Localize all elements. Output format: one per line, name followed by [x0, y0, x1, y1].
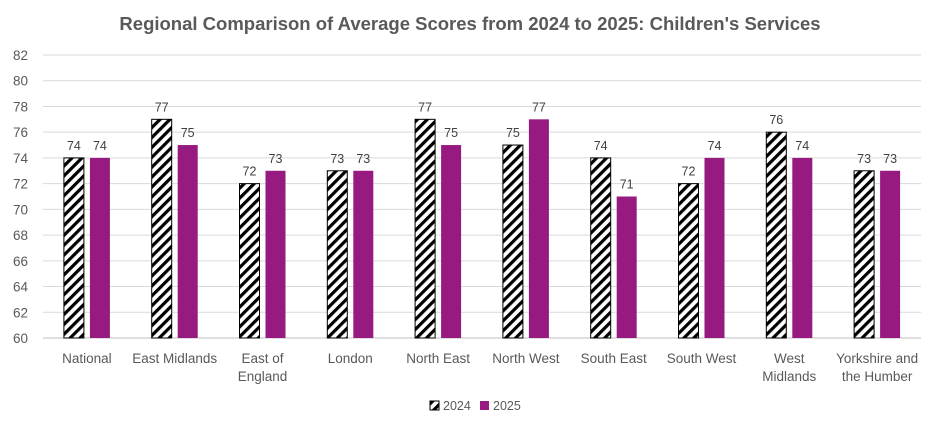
- y-tick-label: 68: [13, 228, 28, 243]
- legend: 2024 2025: [429, 399, 521, 413]
- x-category-label: East Midlands: [132, 351, 217, 366]
- legend-label-2025: 2025: [493, 399, 521, 413]
- bar-2025-7: [704, 157, 725, 338]
- data-label-2025-1: 75: [181, 126, 195, 140]
- bar-2025-5: [528, 119, 549, 339]
- chart-title: Regional Comparison of Average Scores fr…: [119, 13, 820, 34]
- bar-2025-8: [792, 157, 813, 338]
- y-tick-label: 72: [13, 177, 28, 192]
- x-category-label: South West: [667, 351, 737, 366]
- bar-2024-2: [239, 183, 260, 339]
- x-category-label: West: [774, 351, 805, 366]
- data-label-2025-7: 74: [708, 139, 722, 153]
- bar-2024-4: [414, 118, 436, 339]
- y-tick-label: 64: [13, 280, 29, 295]
- gridlines: [43, 54, 921, 339]
- x-category-label: South East: [581, 351, 647, 366]
- y-tick-label: 62: [13, 305, 28, 320]
- data-label-2025-8: 74: [795, 139, 809, 153]
- data-labels: 74 74 77 75 72 73 73 73 77 75 75 77 74 71 72 74 76 74 73 73: [67, 100, 897, 191]
- bar-2025-0: [89, 157, 110, 338]
- data-label-2025-5: 77: [532, 100, 546, 114]
- bar-2024-6: [590, 157, 612, 339]
- y-tick-label: 80: [13, 74, 28, 89]
- bar-2024-5: [502, 144, 524, 339]
- bar-2024-0: [63, 157, 85, 339]
- x-category-label: England: [238, 369, 288, 384]
- y-tick-label: 70: [13, 202, 28, 217]
- data-label-2025-6: 71: [620, 178, 634, 192]
- y-tick-label: 82: [13, 48, 28, 63]
- bar-2025-4: [441, 145, 462, 338]
- bar-2025-2: [265, 170, 286, 338]
- data-label-2024-3: 73: [330, 152, 344, 166]
- y-tick-label: 60: [13, 331, 28, 346]
- y-axis-ticks: 60 62 64 66 68 70 72 74 76 78 80 82: [13, 48, 29, 346]
- x-category-label: North East: [406, 351, 470, 366]
- bars: [63, 118, 901, 339]
- bar-2025-1: [177, 145, 198, 338]
- bar-2024-8: [765, 131, 787, 339]
- y-tick-label: 74: [13, 151, 29, 166]
- x-axis-categories: National East Midlands East of England Londo…: [62, 351, 918, 384]
- bar-2024-9: [853, 170, 875, 339]
- bar-2025-3: [353, 170, 374, 338]
- data-label-2024-8: 76: [769, 113, 783, 127]
- x-category-label: the Humber: [842, 369, 913, 384]
- bar-2025-9: [880, 170, 901, 338]
- data-label-2025-4: 75: [444, 126, 458, 140]
- x-category-label: North West: [492, 351, 560, 366]
- legend-swatch-2024: [429, 400, 440, 411]
- x-category-label: East of: [241, 351, 283, 366]
- data-label-2024-7: 72: [682, 165, 696, 179]
- data-label-2024-4: 77: [418, 100, 432, 114]
- data-label-2024-1: 77: [155, 100, 169, 114]
- y-tick-label: 76: [13, 125, 28, 140]
- data-label-2024-0: 74: [67, 139, 81, 153]
- data-label-2025-0: 74: [93, 139, 107, 153]
- bar-2024-3: [326, 170, 348, 339]
- bar-2024-1: [151, 118, 173, 339]
- x-category-label: London: [328, 351, 373, 366]
- data-label-2025-3: 73: [356, 152, 370, 166]
- data-label-2025-9: 73: [883, 152, 897, 166]
- x-category-label: Midlands: [762, 369, 816, 384]
- data-label-2024-6: 74: [594, 139, 608, 153]
- y-tick-label: 66: [13, 254, 28, 269]
- x-category-label: Yorkshire and: [836, 351, 918, 366]
- legend-swatch-2025: [480, 401, 489, 410]
- data-label-2025-2: 73: [269, 152, 283, 166]
- bar-2024-7: [678, 183, 699, 339]
- y-tick-label: 78: [13, 99, 28, 114]
- data-label-2024-9: 73: [857, 152, 871, 166]
- data-label-2024-2: 72: [243, 165, 257, 179]
- data-label-2024-5: 75: [506, 126, 520, 140]
- legend-label-2024: 2024: [443, 399, 471, 413]
- bar-2025-6: [616, 196, 637, 338]
- x-category-label: National: [62, 351, 112, 366]
